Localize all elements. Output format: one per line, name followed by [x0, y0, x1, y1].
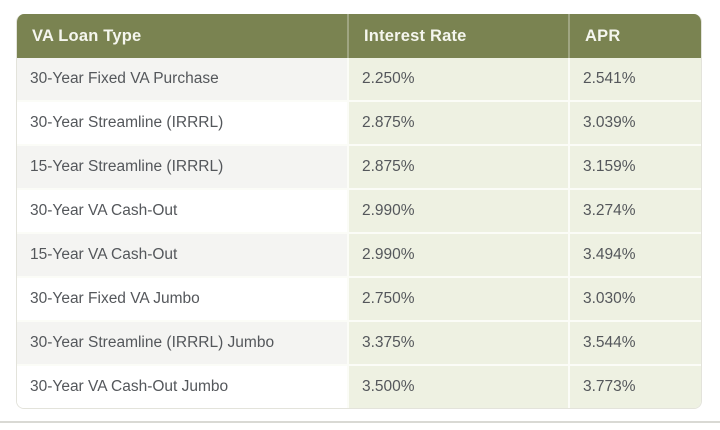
loan-type-cell: 30-Year Fixed VA Purchase: [17, 58, 347, 100]
rates-table: VA Loan Type Interest Rate APR 30-Year F…: [17, 14, 701, 408]
loan-type-cell: 15-Year VA Cash-Out: [17, 232, 347, 276]
column-header-apr: APR: [568, 14, 701, 58]
table-row: 30-Year Streamline (IRRRL) 2.875% 3.039%: [17, 100, 701, 144]
loan-type-cell: 30-Year Streamline (IRRRL) Jumbo: [17, 320, 347, 364]
table-row: 30-Year VA Cash-Out 2.990% 3.274%: [17, 188, 701, 232]
apr-cell: 2.541%: [568, 58, 701, 100]
loan-type-cell: 30-Year Fixed VA Jumbo: [17, 276, 347, 320]
interest-rate-cell: 2.250%: [347, 58, 568, 100]
interest-rate-cell: 2.750%: [347, 276, 568, 320]
apr-cell: 3.274%: [568, 188, 701, 232]
interest-rate-cell: 2.875%: [347, 144, 568, 188]
interest-rate-cell: 2.990%: [347, 232, 568, 276]
apr-cell: 3.030%: [568, 276, 701, 320]
table-row: 30-Year Fixed VA Purchase 2.250% 2.541%: [17, 58, 701, 100]
apr-cell: 3.159%: [568, 144, 701, 188]
table-row: 30-Year VA Cash-Out Jumbo 3.500% 3.773%: [17, 364, 701, 408]
loan-type-cell: 15-Year Streamline (IRRRL): [17, 144, 347, 188]
apr-cell: 3.544%: [568, 320, 701, 364]
apr-cell: 3.039%: [568, 100, 701, 144]
table-row: 30-Year Fixed VA Jumbo 2.750% 3.030%: [17, 276, 701, 320]
table-row: 30-Year Streamline (IRRRL) Jumbo 3.375% …: [17, 320, 701, 364]
header-row: VA Loan Type Interest Rate APR: [17, 14, 701, 58]
table-row: 15-Year Streamline (IRRRL) 2.875% 3.159%: [17, 144, 701, 188]
interest-rate-cell: 2.990%: [347, 188, 568, 232]
table-row: 15-Year VA Cash-Out 2.990% 3.494%: [17, 232, 701, 276]
loan-type-cell: 30-Year VA Cash-Out: [17, 188, 347, 232]
section-divider: [0, 421, 720, 423]
column-header-loan-type: VA Loan Type: [17, 14, 347, 58]
apr-cell: 3.494%: [568, 232, 701, 276]
interest-rate-cell: 3.375%: [347, 320, 568, 364]
interest-rate-cell: 2.875%: [347, 100, 568, 144]
va-loan-rates-table: VA Loan Type Interest Rate APR 30-Year F…: [16, 14, 702, 409]
column-header-interest-rate: Interest Rate: [347, 14, 568, 58]
loan-type-cell: 30-Year VA Cash-Out Jumbo: [17, 364, 347, 408]
apr-cell: 3.773%: [568, 364, 701, 408]
loan-type-cell: 30-Year Streamline (IRRRL): [17, 100, 347, 144]
interest-rate-cell: 3.500%: [347, 364, 568, 408]
